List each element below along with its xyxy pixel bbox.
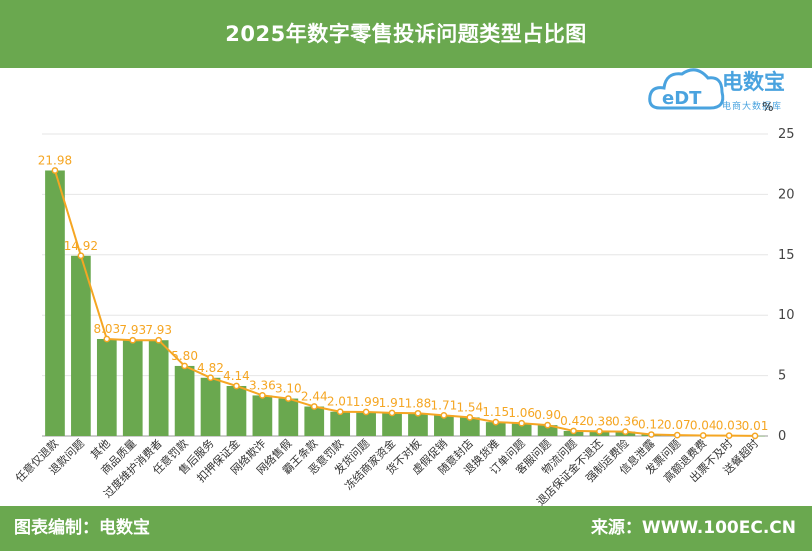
line-point	[129, 336, 137, 344]
bar	[330, 411, 351, 436]
line-point	[388, 409, 396, 417]
bar	[45, 170, 65, 436]
line-point	[103, 335, 111, 343]
line-point	[518, 419, 526, 427]
line-point	[596, 428, 603, 435]
data-label: 8.03	[93, 322, 120, 336]
logo-cloud-icon: eDT	[648, 68, 725, 110]
data-label: 2.44	[301, 390, 328, 404]
line-point	[310, 403, 318, 410]
bar	[459, 417, 480, 436]
line-point	[233, 382, 240, 390]
line-point	[77, 252, 85, 260]
data-label: 7.93	[119, 323, 146, 337]
logo-mark: eDT	[662, 88, 702, 109]
logo-name: 电数宝	[722, 70, 785, 94]
data-label: 1.88	[405, 396, 432, 410]
line-point	[544, 421, 551, 429]
bar	[252, 395, 273, 436]
line-point	[492, 418, 500, 426]
bar	[382, 412, 402, 436]
bar	[71, 255, 91, 436]
bar	[148, 340, 169, 436]
line-point	[725, 432, 733, 439]
line-point	[647, 431, 655, 438]
bar	[408, 413, 428, 436]
line-point	[414, 409, 422, 417]
line-point	[570, 427, 577, 435]
bar	[226, 385, 247, 436]
data-label: 0.07	[664, 418, 691, 432]
data-label: 1.15	[482, 405, 509, 419]
data-label: 4.14	[223, 369, 250, 383]
data-label: 2.01	[327, 395, 354, 409]
data-label: 21.98	[38, 153, 72, 167]
bar	[304, 406, 325, 436]
data-label: 0.42	[560, 414, 587, 428]
line-point	[440, 411, 448, 419]
bar	[96, 338, 117, 436]
line-point	[622, 428, 629, 436]
data-label: 1.06	[508, 406, 535, 420]
data-label: 0.12	[638, 418, 665, 432]
line-point	[336, 408, 344, 416]
y-tick-label: 20	[778, 187, 795, 202]
y-tick-label: 0	[778, 429, 786, 444]
data-label: 4.82	[197, 361, 224, 375]
line-point	[362, 408, 370, 416]
line-point	[207, 374, 214, 382]
data-label: 0.04	[690, 419, 717, 433]
data-label: 7.93	[145, 323, 172, 337]
line-point	[466, 414, 474, 421]
data-label: 1.54	[456, 400, 483, 414]
data-label: 3.10	[275, 382, 302, 396]
data-label: 5.80	[171, 349, 198, 363]
data-label: 0.01	[742, 419, 769, 433]
line-point	[155, 336, 163, 344]
bar	[434, 415, 454, 436]
bar	[485, 422, 506, 436]
line-point	[751, 432, 759, 440]
bar	[122, 340, 143, 436]
bar	[537, 425, 558, 436]
line-point	[51, 167, 59, 174]
line-point	[259, 392, 266, 399]
data-label: 14.92	[64, 239, 98, 253]
y-tick-label: 25	[778, 127, 795, 142]
bar	[278, 398, 299, 436]
bar	[356, 411, 376, 436]
data-label: 0.36	[612, 415, 639, 429]
data-label: 1.91	[379, 396, 406, 410]
data-label: 3.36	[249, 378, 276, 392]
footer-bar: 图表编制：电数宝 来源：WWW.100EC.CN	[0, 506, 812, 551]
chart-title: 2025年数字零售投诉问题类型占比图	[225, 22, 587, 46]
data-label: 0.90	[534, 408, 561, 422]
line-point	[673, 431, 681, 439]
series-line	[54, 170, 756, 437]
bar	[511, 423, 532, 436]
logo-subtitle: 电商大数据库	[722, 102, 783, 112]
footer-credit: 图表编制：电数宝	[14, 518, 150, 538]
bar	[200, 377, 221, 436]
y-tick-label: 15	[778, 248, 795, 263]
data-label: 1.71	[431, 398, 458, 412]
line-point	[699, 432, 707, 439]
y-tick-label: 10	[778, 308, 795, 323]
y-tick-label: 5	[778, 369, 786, 384]
data-label: 0.38	[586, 414, 613, 428]
bar	[174, 365, 195, 436]
data-label: 1.99	[353, 395, 380, 409]
unit-label: %	[762, 100, 774, 114]
line-point	[284, 395, 292, 402]
line-point	[181, 362, 188, 370]
data-label: 0.03	[716, 419, 743, 433]
footer-source: 来源：WWW.100EC.CN	[590, 518, 796, 538]
header-bar	[0, 0, 812, 68]
